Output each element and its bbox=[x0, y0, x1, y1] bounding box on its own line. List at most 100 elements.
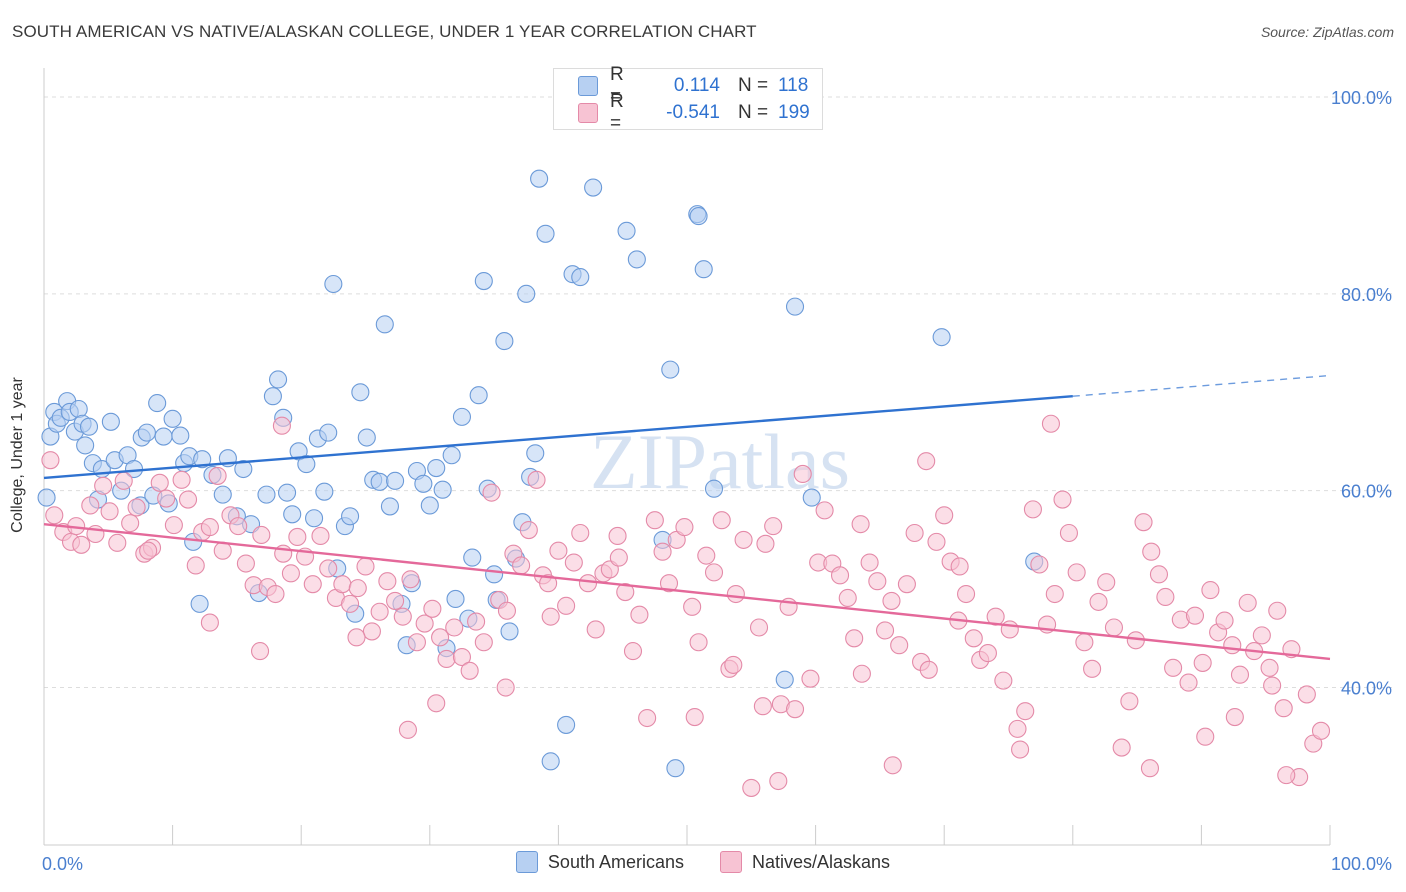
point-natives-alaskans bbox=[303, 575, 322, 594]
legend-item-natives-alaskans[interactable]: Natives/Alaskans bbox=[720, 851, 890, 873]
point-natives-alaskans bbox=[659, 574, 679, 593]
point-natives-alaskans bbox=[281, 564, 300, 583]
point-natives-alaskans bbox=[1274, 699, 1293, 718]
point-natives-alaskans bbox=[653, 542, 672, 561]
point-natives-alaskans bbox=[801, 669, 820, 688]
point-natives-alaskans bbox=[1104, 618, 1124, 637]
point-natives-alaskans bbox=[1260, 658, 1279, 677]
point-south-americans bbox=[446, 589, 465, 608]
point-south-americans bbox=[37, 488, 56, 507]
point-natives-alaskans bbox=[860, 553, 879, 572]
point-south-americans bbox=[137, 423, 156, 442]
point-natives-alaskans bbox=[726, 584, 745, 604]
point-natives-alaskans bbox=[1201, 581, 1220, 600]
point-natives-alaskans bbox=[978, 644, 997, 663]
point-natives-alaskans bbox=[467, 612, 486, 631]
point-natives-alaskans bbox=[986, 607, 1005, 626]
point-natives-alaskans bbox=[401, 570, 420, 589]
point-natives-alaskans bbox=[697, 546, 716, 565]
point-natives-alaskans bbox=[890, 636, 909, 655]
point-natives-alaskans bbox=[1252, 626, 1271, 645]
point-natives-alaskans bbox=[362, 622, 381, 641]
point-south-americans bbox=[420, 496, 439, 515]
point-natives-alaskans bbox=[724, 655, 743, 674]
point-south-americans bbox=[278, 483, 297, 502]
point-natives-alaskans bbox=[1149, 565, 1169, 584]
point-natives-alaskans bbox=[236, 554, 255, 573]
point-south-americans bbox=[495, 332, 514, 351]
stats-row-south-americans: R = 0.114 N = 118 bbox=[554, 64, 818, 107]
point-south-americans bbox=[101, 412, 120, 431]
point-south-americans bbox=[452, 407, 472, 426]
point-natives-alaskans bbox=[1008, 719, 1027, 738]
point-natives-alaskans bbox=[630, 605, 649, 624]
point-natives-alaskans bbox=[609, 548, 628, 567]
legend-swatch-blue bbox=[515, 851, 538, 873]
point-natives-alaskans bbox=[1011, 740, 1030, 759]
point-natives-alaskans bbox=[474, 633, 493, 652]
point-south-americans bbox=[263, 387, 282, 406]
point-natives-alaskans bbox=[407, 633, 426, 652]
point-natives-alaskans bbox=[1164, 658, 1183, 677]
point-south-americans bbox=[932, 328, 951, 347]
point-natives-alaskans bbox=[431, 628, 450, 647]
point-natives-alaskans bbox=[41, 451, 60, 470]
point-natives-alaskans bbox=[348, 579, 367, 598]
point-natives-alaskans bbox=[347, 628, 366, 647]
point-south-americans bbox=[541, 752, 560, 771]
point-natives-alaskans bbox=[393, 607, 412, 626]
point-natives-alaskans bbox=[793, 464, 812, 484]
point-natives-alaskans bbox=[845, 629, 864, 648]
point-south-americans bbox=[704, 479, 724, 498]
point-natives-alaskans bbox=[964, 629, 983, 648]
point-south-americans bbox=[785, 297, 805, 316]
point-natives-alaskans bbox=[1277, 766, 1296, 785]
point-natives-alaskans bbox=[252, 525, 271, 545]
point-natives-alaskans bbox=[683, 597, 702, 616]
point-natives-alaskans bbox=[1142, 542, 1161, 561]
point-south-americans bbox=[666, 759, 685, 778]
point-natives-alaskans bbox=[917, 452, 936, 471]
point-natives-alaskans bbox=[764, 517, 783, 536]
point-natives-alaskans bbox=[460, 661, 479, 680]
point-south-americans bbox=[69, 399, 88, 419]
point-natives-alaskans bbox=[437, 649, 456, 669]
stats-box: R = 0.114 N = 118 R = -0.541 N = 199 bbox=[553, 64, 823, 134]
point-natives-alaskans bbox=[370, 602, 389, 621]
point-natives-alaskans bbox=[950, 557, 969, 576]
point-south-americans bbox=[190, 594, 209, 613]
point-south-americans bbox=[463, 548, 482, 567]
point-natives-alaskans bbox=[564, 553, 583, 572]
point-natives-alaskans bbox=[415, 614, 434, 633]
r-label: R = bbox=[610, 91, 624, 134]
point-natives-alaskans bbox=[586, 620, 605, 639]
point-natives-alaskans bbox=[851, 515, 870, 534]
point-natives-alaskans bbox=[114, 471, 133, 490]
y-tick-label: 80.0% bbox=[1341, 285, 1392, 305]
point-south-americans bbox=[557, 715, 576, 734]
legend-label: South Americans bbox=[547, 851, 684, 872]
point-natives-alaskans bbox=[272, 416, 291, 435]
point-south-americans bbox=[213, 485, 232, 504]
point-natives-alaskans bbox=[675, 518, 694, 537]
point-natives-alaskans bbox=[638, 708, 657, 728]
point-natives-alaskans bbox=[1196, 727, 1215, 746]
point-natives-alaskans bbox=[139, 541, 158, 560]
legend-item-south-americans[interactable]: South Americans bbox=[515, 851, 684, 873]
point-natives-alaskans bbox=[127, 498, 146, 517]
point-natives-alaskans bbox=[935, 506, 954, 525]
point-natives-alaskans bbox=[378, 572, 397, 591]
point-natives-alaskans bbox=[685, 708, 704, 727]
point-south-americans bbox=[79, 417, 99, 436]
point-natives-alaskans bbox=[753, 697, 772, 716]
point-natives-alaskans bbox=[852, 664, 871, 683]
stats-swatch-pink bbox=[578, 103, 598, 123]
point-natives-alaskans bbox=[45, 506, 64, 525]
point-south-americans bbox=[661, 360, 680, 379]
stats-row-natives-alaskans: R = -0.541 N = 199 bbox=[554, 91, 818, 134]
point-natives-alaskans bbox=[121, 514, 140, 533]
trend-line-south-americans-extension bbox=[1072, 374, 1331, 397]
r-value: -0.541 bbox=[666, 102, 720, 123]
point-natives-alaskans bbox=[549, 541, 568, 560]
